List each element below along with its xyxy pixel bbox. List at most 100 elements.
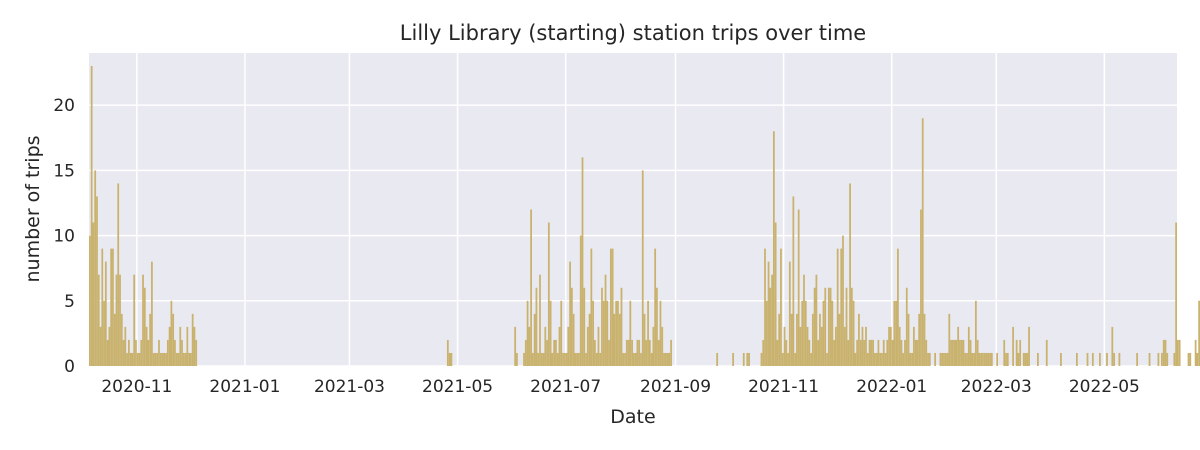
- bar: [1148, 352, 1151, 366]
- bar: [1198, 300, 1200, 366]
- bar: [964, 352, 967, 366]
- bar: [448, 352, 451, 366]
- bar: [516, 352, 518, 366]
- bar: [560, 300, 563, 366]
- bar: [129, 352, 132, 366]
- bar: [1196, 352, 1199, 366]
- bar: [987, 352, 990, 366]
- bar: [110, 248, 113, 366]
- bar: [843, 326, 846, 366]
- bar: [944, 352, 947, 366]
- bar: [112, 248, 114, 366]
- bar: [912, 326, 915, 366]
- bar: [1173, 352, 1176, 366]
- bar: [188, 352, 191, 366]
- bar: [966, 352, 968, 366]
- bar: [126, 352, 128, 366]
- bar: [797, 209, 800, 366]
- bar: [542, 352, 545, 366]
- bar: [982, 352, 984, 366]
- bar: [585, 352, 587, 366]
- bar: [170, 300, 173, 366]
- bar: [117, 183, 120, 366]
- bar: [946, 352, 949, 366]
- bar: [149, 313, 152, 366]
- bar: [920, 209, 922, 366]
- bar: [657, 339, 660, 366]
- bar: [833, 339, 836, 366]
- bar: [925, 339, 928, 366]
- bar: [609, 248, 612, 366]
- bar: [850, 287, 853, 366]
- bar: [152, 352, 155, 366]
- bar: [1003, 339, 1006, 366]
- bar: [122, 339, 125, 366]
- bar: [980, 352, 983, 366]
- bar: [624, 352, 626, 366]
- x-tick-label: 2021-11: [748, 377, 819, 397]
- bar: [858, 313, 860, 366]
- bar: [882, 339, 885, 366]
- bar: [530, 209, 532, 366]
- bar: [1026, 352, 1029, 366]
- y-tick-label: 15: [53, 161, 75, 181]
- bar: [897, 248, 899, 366]
- x-axis-ticks: 2020-11 2021-01 2021-03 2021-05 2021-07 2021-…: [101, 377, 1140, 397]
- bar: [104, 261, 107, 366]
- bar: [124, 326, 127, 366]
- bar: [553, 339, 556, 366]
- bar: [526, 300, 529, 366]
- bar: [819, 313, 821, 366]
- bar: [190, 352, 192, 366]
- bar: [90, 66, 93, 367]
- y-tick-label: 10: [53, 227, 75, 247]
- bar: [785, 339, 788, 366]
- bar: [861, 326, 864, 366]
- bar: [650, 352, 653, 366]
- bar: [898, 326, 901, 366]
- bar: [803, 274, 805, 366]
- bar: [524, 339, 527, 366]
- bar: [652, 326, 655, 366]
- bar: [115, 274, 118, 366]
- x-axis-label: Date: [610, 406, 655, 428]
- bar: [1060, 352, 1062, 366]
- grid-lines: [89, 53, 1177, 367]
- bar: [592, 300, 595, 366]
- bar: [640, 352, 642, 366]
- bar: [94, 170, 97, 366]
- bar: [847, 339, 850, 366]
- bar: [656, 287, 658, 366]
- x-tick-label: 2021-03: [314, 377, 385, 397]
- y-axis-ticks: 0 5 10 15 20: [53, 96, 75, 377]
- bar: [927, 352, 929, 366]
- bar: [1045, 339, 1048, 366]
- bar: [588, 313, 591, 366]
- bar: [106, 339, 109, 366]
- bar: [1118, 352, 1121, 366]
- bar: [648, 339, 651, 366]
- bar: [161, 352, 164, 366]
- bar: [978, 352, 981, 366]
- bar: [670, 339, 672, 366]
- bar: [544, 326, 547, 366]
- bar: [836, 248, 839, 366]
- bar: [151, 261, 153, 366]
- bar: [191, 313, 194, 366]
- bar: [865, 326, 867, 366]
- bar: [113, 313, 116, 366]
- bar: [831, 300, 834, 366]
- bar: [916, 339, 919, 366]
- bar: [772, 131, 775, 366]
- bar: [547, 222, 550, 366]
- bar: [829, 287, 832, 366]
- bar: [523, 352, 525, 366]
- bar: [907, 313, 910, 366]
- bar: [156, 352, 159, 366]
- bar: [960, 339, 963, 366]
- bar: [953, 339, 956, 366]
- bar: [633, 352, 635, 366]
- bar: [634, 352, 637, 366]
- bar: [822, 300, 825, 366]
- bar: [973, 352, 975, 366]
